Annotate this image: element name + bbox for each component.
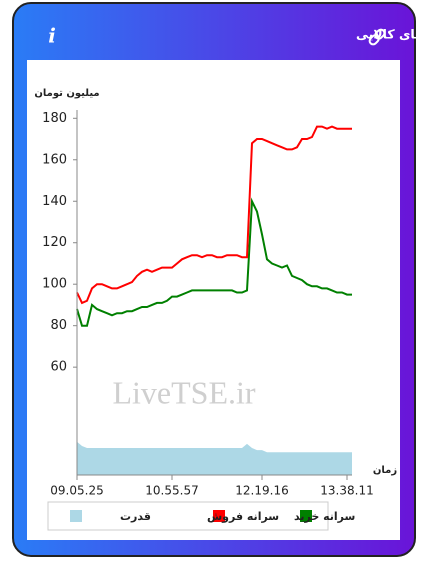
legend-swatch bbox=[70, 510, 82, 522]
watermark: LiveTSE.ir bbox=[112, 374, 255, 410]
x-tick-label: 12.19.16 bbox=[235, 484, 288, 498]
title: سرانه ی خرید و فروش حقیقی در صندوق های ک… bbox=[356, 27, 427, 42]
x-axis-label: زمان bbox=[373, 465, 397, 476]
y-tick-label: 140 bbox=[42, 194, 67, 209]
y-tick-label: 60 bbox=[50, 360, 67, 375]
y-axis-label: میلیون تومان bbox=[34, 88, 99, 99]
y-tick-label: 120 bbox=[42, 235, 67, 250]
legend-swatch bbox=[300, 510, 312, 522]
legend-swatch bbox=[213, 510, 225, 522]
legend-label: قدرت bbox=[120, 510, 151, 523]
x-tick-label: 10.55.57 bbox=[145, 484, 198, 498]
info-icon[interactable]: i bbox=[48, 24, 56, 48]
y-tick-label: 100 bbox=[42, 277, 67, 292]
legend-label: سرانه فروش bbox=[207, 510, 279, 523]
series-line bbox=[76, 125, 352, 305]
y-tick-label: 180 bbox=[42, 111, 67, 126]
area bbox=[77, 441, 352, 475]
series-line bbox=[76, 197, 352, 327]
x-tick-label: 13.38.11 bbox=[320, 484, 373, 498]
x-tick-label: 09.05.25 bbox=[50, 484, 103, 498]
link-icon[interactable] bbox=[368, 28, 386, 46]
legend-label: سرانه خرید bbox=[294, 510, 355, 523]
y-tick-label: 160 bbox=[42, 152, 67, 167]
y-tick-label: 80 bbox=[50, 318, 67, 333]
legend bbox=[47, 501, 329, 531]
